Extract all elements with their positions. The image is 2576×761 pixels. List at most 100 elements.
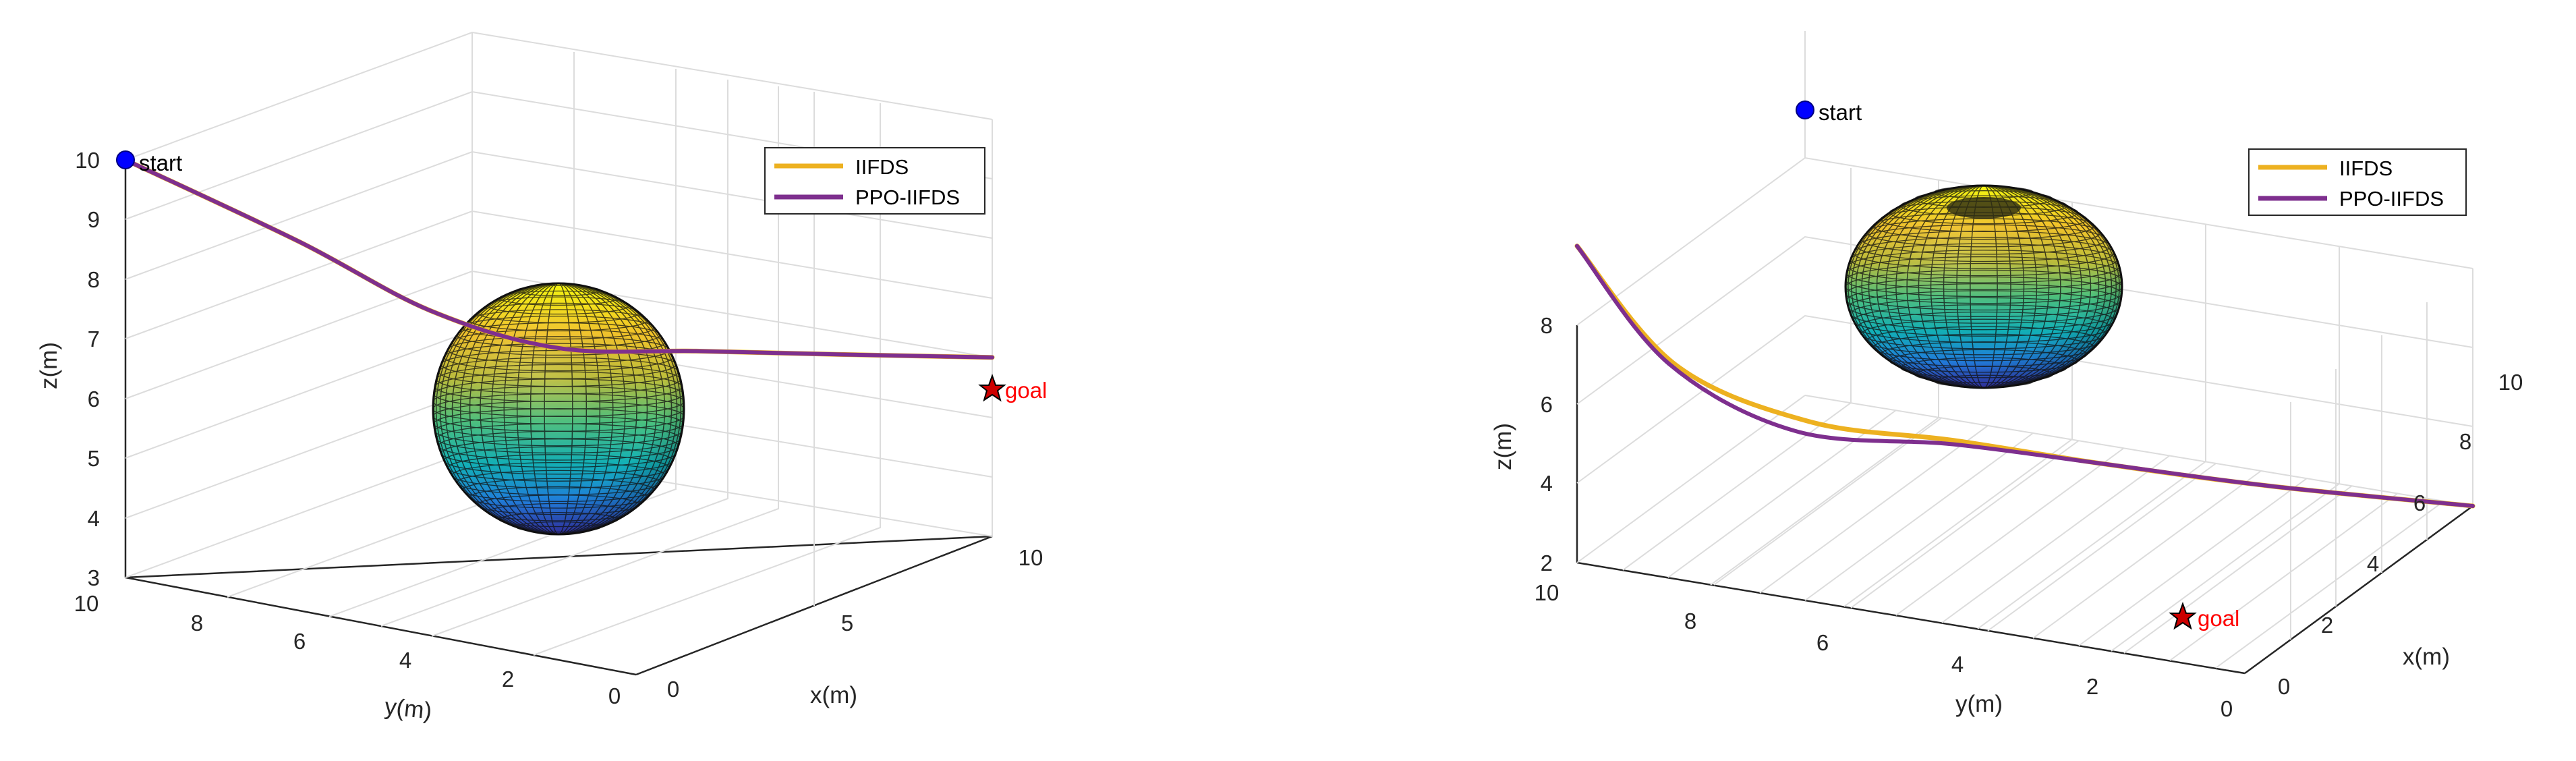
y-tick-label: 8 [1684,609,1696,633]
sphere-mesh [432,283,685,535]
mesh-longitude-line [1845,185,2122,389]
mesh-latitude-line [462,315,655,340]
panel-2-markers: start goal [1796,100,2239,631]
panel-2-y-ticks: 10 8 6 4 2 0 [1535,580,2233,721]
x-tick-label: 8 [2459,429,2471,454]
mesh-latitude-line [1845,262,2123,298]
mesh-latitude-line [1856,311,2111,343]
panel-1-markers: start goal [116,150,1047,403]
mesh-latitude-line [1848,250,2120,283]
legend-entry: PPO-IIFDS [855,186,960,209]
x-tick-label: 5 [841,611,853,636]
panel-2-trajectories [1574,244,2475,509]
x-tick-label: 4 [2367,551,2379,576]
x-tick-label: 2 [2321,613,2333,638]
x-tick-label: 6 [2413,490,2426,515]
mesh-latitude-line [443,343,674,372]
panel-2-x-ticks: 0 2 4 6 8 10 [2278,370,2523,699]
z-tick-label: 4 [88,506,100,531]
mesh-latitude-line [1845,276,2123,311]
mesh-latitude-line [1853,304,2115,337]
z-tick-label: 8 [1541,313,1553,338]
mesh-latitude-line [443,446,674,475]
goal-label: goal [1005,378,1047,403]
panel-2-obstacle [1844,184,2123,389]
panel-1-x-ticks: 0 5 10 [667,545,1043,702]
y-tick-label: 10 [74,591,99,616]
mesh-latitude-line [1853,237,2115,269]
y-tick-label: 6 [293,629,306,654]
panel-1-obstacle [432,282,685,536]
mesh-latitude-line [440,439,677,468]
legend-box [764,147,985,215]
spheroid-pole [1947,197,2021,219]
mesh-latitude-line [1850,297,2118,331]
plot-panel-1: start goal 3 4 5 6 7 8 9 10 10 8 6 4 2 0… [36,31,1047,725]
x-tick-label: 10 [1019,545,1043,570]
start-label: start [1819,100,1862,125]
mesh-latitude-line [1861,224,2107,255]
legend-entry: PPO-IIFDS [2339,187,2444,210]
y-tick-label: 4 [399,648,411,673]
legend-entry: IIFDS [2339,157,2393,180]
mesh-latitude-line [451,329,666,356]
z-tick-label: 6 [88,387,100,412]
z-tick-label: 9 [88,207,100,232]
legend-entry: IIFDS [855,155,909,179]
y-tick-label: 0 [2221,696,2233,721]
mesh-latitude-line [1846,256,2121,291]
mesh-latitude-line [447,454,670,482]
x-tick-label: 0 [2278,674,2290,699]
mesh-latitude-line [462,478,655,503]
x-axis-label: x(m) [810,682,857,708]
panel-2-box [1576,325,2473,675]
x-tick-label: 10 [2498,370,2523,395]
y-tick-label: 0 [608,683,621,708]
z-tick-label: 7 [88,327,100,351]
z-axis-label: z(m) [36,342,62,389]
y-axis-label: y(m) [1955,691,2003,717]
z-tick-label: 3 [88,565,100,590]
z-tick-label: 10 [75,148,100,173]
panel-1-box [124,160,993,676]
panel-2-grid [1576,31,2473,669]
legend: IIFDS PPO-IIFDS [764,147,985,215]
plot-panel-2: start goal 2 4 6 8 10 8 6 4 2 0 0 2 4 6 … [1490,31,2523,721]
mesh-latitude-line [434,416,683,447]
mesh-latitude-line [1848,290,2120,324]
goal-marker [2169,602,2197,630]
panel-1-z-ticks: 3 4 5 6 7 8 9 10 [75,148,100,590]
z-tick-label: 4 [1541,471,1553,496]
legend-box [2248,148,2467,216]
x-axis-label: x(m) [2403,644,2450,670]
z-tick-label: 8 [88,267,100,292]
trajectory-ppo-iifds [1575,244,2475,508]
panel-1-trajectories [123,157,995,360]
y-tick-label: 4 [1951,652,1964,677]
goal-marker [978,374,1006,402]
mesh-latitude-line [451,461,666,489]
panel-2-z-ticks: 2 4 6 8 [1541,313,1553,575]
mesh-latitude-line [1861,318,2107,349]
legend: IIFDS PPO-IIFDS [2248,148,2467,216]
mesh-latitude-line [438,430,679,461]
x-tick-label: 0 [667,677,679,702]
z-tick-label: 2 [1541,551,1553,575]
y-tick-label: 8 [191,611,203,636]
spheroid-mesh [1845,185,2123,389]
mesh-latitude-line [1845,269,2123,304]
y-tick-label: 10 [1535,580,1559,605]
start-marker [1796,101,1814,119]
z-axis-label: z(m) [1490,423,1516,470]
mesh-latitude-line [1856,230,2111,262]
y-axis-label: y(m) [383,694,433,725]
y-tick-label: 6 [1816,630,1829,655]
mesh-latitude-line [436,423,681,454]
start-label: start [139,150,182,175]
y-tick-label: 2 [2086,674,2098,699]
start-marker [116,150,135,169]
mesh-latitude-line [1846,283,2121,318]
panel-1-y-ticks: 10 8 6 4 2 0 [74,591,621,708]
y-tick-label: 2 [502,667,514,692]
